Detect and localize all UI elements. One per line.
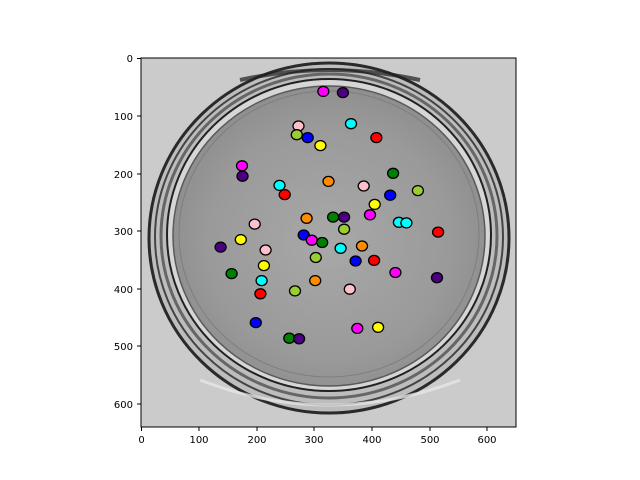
tracked-object-marker xyxy=(370,131,383,144)
tracked-object-marker xyxy=(337,211,351,223)
x-tick-label: 500 xyxy=(420,435,439,446)
tracked-object-marker xyxy=(290,129,303,141)
y-tick-label: 300 xyxy=(114,227,133,238)
tracked-object-marker xyxy=(309,251,322,264)
axes-frame xyxy=(140,57,517,428)
dish-rim-ring-3 xyxy=(159,72,499,400)
x-tick-label: 600 xyxy=(477,435,496,446)
tracked-object-marker xyxy=(363,209,377,221)
tracked-object-marker xyxy=(225,267,238,280)
tracked-object-marker xyxy=(386,167,400,179)
tracked-object-marker xyxy=(355,240,369,252)
tracked-object-marker xyxy=(316,236,329,249)
tracked-object-marker xyxy=(317,85,330,98)
x-tick-label: 200 xyxy=(247,435,266,446)
tracked-object-marker xyxy=(384,189,397,201)
y-tick-label: 100 xyxy=(114,112,133,123)
marker-layer xyxy=(214,85,445,345)
x-tick-label: 400 xyxy=(362,435,381,446)
tracked-object-marker xyxy=(368,198,381,211)
tracked-object-marker xyxy=(273,179,286,192)
tracked-object-marker xyxy=(288,285,302,297)
tracked-object-marker xyxy=(326,211,340,223)
dish-top-shadow xyxy=(239,68,421,82)
y-tick-label: 400 xyxy=(114,285,133,296)
tracked-object-marker xyxy=(357,180,370,192)
tracked-object-marker xyxy=(301,131,314,144)
tracked-object-marker xyxy=(430,272,444,284)
tracked-object-marker xyxy=(214,241,227,253)
y-tick-label: 500 xyxy=(114,342,133,353)
tracked-object-marker xyxy=(343,283,356,295)
tracked-object-marker xyxy=(337,223,351,235)
x-tick-label: 300 xyxy=(304,435,323,446)
tracked-object-marker xyxy=(249,316,262,329)
dish-bottom-highlight xyxy=(199,378,461,407)
y-axis: 0 100 200 300 400 500 600 xyxy=(114,54,141,411)
tracked-object-marker xyxy=(254,288,267,300)
tracked-object-marker xyxy=(334,242,347,254)
tracked-object-marker xyxy=(322,175,335,188)
y-tick-label: 0 xyxy=(127,54,133,65)
tracked-object-marker xyxy=(336,86,350,99)
tracked-object-marker xyxy=(344,118,358,130)
tracked-object-marker xyxy=(300,212,313,224)
tracked-object-marker xyxy=(248,218,261,230)
tracked-object-marker xyxy=(234,233,247,246)
tracked-object-marker xyxy=(411,184,425,197)
dish-image xyxy=(141,58,516,427)
tracked-object-marker xyxy=(309,274,322,287)
x-axis: 0 100 200 300 400 500 600 xyxy=(138,427,497,446)
tracked-object-marker xyxy=(400,217,413,229)
tracked-object-marker xyxy=(305,234,318,246)
x-tick-label: 100 xyxy=(189,435,208,446)
tracked-object-marker xyxy=(389,266,402,279)
y-tick-label: 200 xyxy=(114,170,133,181)
tracked-object-marker xyxy=(349,255,362,267)
tracked-object-marker xyxy=(371,321,385,333)
tracked-object-marker xyxy=(292,333,306,345)
tracked-object-marker xyxy=(255,274,268,287)
tracked-object-marker xyxy=(259,244,272,256)
tracked-object-marker xyxy=(351,322,364,335)
tracked-object-marker xyxy=(236,170,249,182)
tracked-object-marker xyxy=(367,254,381,267)
tracked-object-marker xyxy=(235,160,249,172)
tracked-object-marker xyxy=(278,188,291,201)
dish-interior xyxy=(172,85,486,387)
tracked-object-marker xyxy=(431,226,445,238)
tracked-object-marker xyxy=(257,259,271,272)
x-tick-label: 0 xyxy=(138,435,144,446)
tracked-object-marker xyxy=(314,139,327,152)
y-tick-label: 600 xyxy=(114,400,133,411)
